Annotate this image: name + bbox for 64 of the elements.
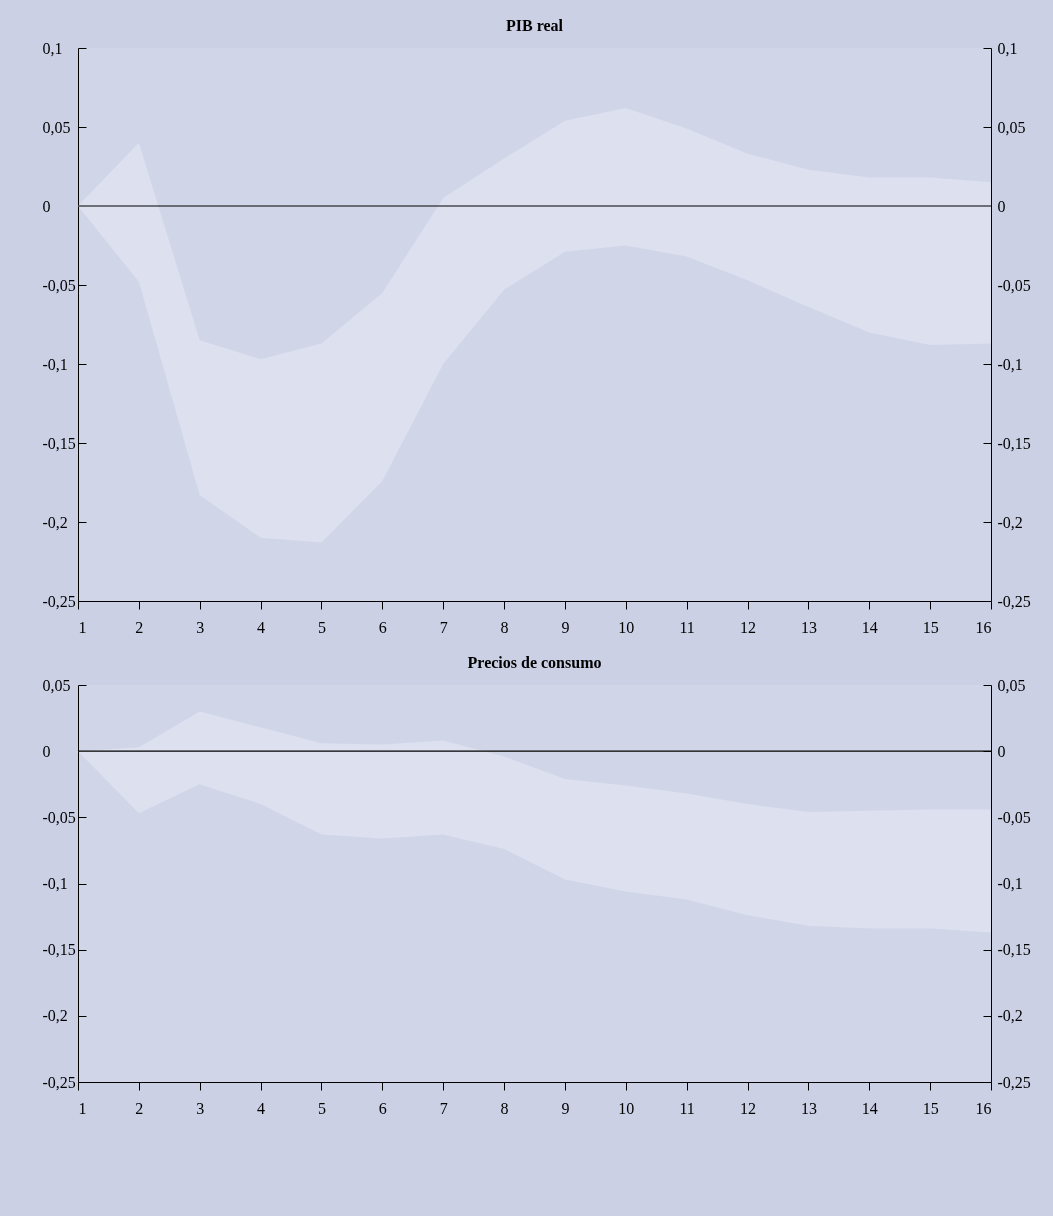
x-tick-label: 9	[561, 1099, 570, 1117]
y-tick-label: -0,2	[42, 1007, 68, 1025]
x-tick-label: 2	[135, 618, 144, 636]
y2-tick-label: -0,15	[997, 941, 1031, 959]
x-tick-label: 4	[257, 1099, 266, 1117]
y2-tick-label: 0,1	[997, 39, 1018, 57]
x-tick-label: 15	[922, 618, 939, 636]
x-tick-label: 9	[561, 618, 570, 636]
x-tick-label: 7	[439, 618, 448, 636]
x-tick-label: 1	[78, 618, 87, 636]
y2-tick-label: 0,05	[997, 118, 1026, 136]
y2-tick-label: -0,1	[997, 355, 1023, 373]
y-tick-label: 0	[42, 742, 51, 760]
x-tick-label: 6	[378, 1099, 387, 1117]
y-tick-label: -0,1	[42, 355, 68, 373]
x-tick-label: 14	[861, 618, 878, 636]
x-tick-label: 16	[975, 1099, 992, 1117]
y-tick-label: -0,15	[42, 434, 76, 452]
x-tick-label: 1	[78, 1099, 87, 1117]
y2-tick-label: 0	[997, 197, 1006, 215]
y2-tick-label: -0,2	[997, 1007, 1023, 1025]
x-tick-label: 10	[618, 618, 635, 636]
x-tick-label: 15	[922, 1099, 939, 1117]
y-tick-label: 0,1	[42, 39, 63, 57]
x-tick-label: 13	[800, 618, 817, 636]
y-tick-label: -0,2	[42, 513, 68, 531]
y-tick-label: -0,25	[42, 1073, 76, 1091]
x-tick-label: 11	[679, 618, 695, 636]
x-tick-label: 12	[740, 618, 757, 636]
y2-tick-label: -0,25	[997, 592, 1031, 610]
y2-tick-label: -0,1	[997, 875, 1023, 892]
x-tick-label: 3	[196, 1099, 205, 1117]
x-tick-label: 13	[800, 1099, 817, 1117]
y-tick-label: -0,05	[42, 276, 76, 294]
x-tick-label: 5	[317, 618, 326, 636]
chart-title: Precios de consumo	[467, 654, 602, 671]
y-tick-label: -0,25	[42, 592, 76, 610]
y2-tick-label: -0,15	[997, 434, 1031, 452]
y-tick-label: -0,1	[42, 875, 68, 892]
x-tick-label: 6	[378, 618, 387, 636]
y2-tick-label: 0,05	[997, 676, 1026, 694]
y2-tick-label: -0,2	[997, 513, 1023, 531]
chart-title: PIB real	[505, 17, 564, 34]
x-tick-label: 3	[196, 618, 205, 636]
x-tick-label: 8	[500, 1099, 509, 1117]
x-tick-label: 12	[740, 1099, 757, 1117]
y-tick-label: 0,05	[42, 676, 71, 694]
y2-tick-label: -0,05	[997, 276, 1031, 294]
x-tick-label: 4	[257, 618, 266, 636]
y-tick-label: -0,15	[42, 941, 76, 959]
y2-tick-label: -0,25	[997, 1073, 1031, 1091]
x-tick-label: 11	[679, 1099, 695, 1117]
x-tick-label: 16	[975, 618, 992, 636]
x-tick-label: 2	[135, 1099, 144, 1117]
y2-tick-label: 0	[997, 742, 1006, 760]
y-tick-label: 0,05	[42, 118, 71, 136]
x-tick-label: 8	[500, 618, 509, 636]
y-tick-label: -0,05	[42, 808, 76, 826]
x-tick-label: 14	[861, 1099, 878, 1117]
y-tick-label: 0	[42, 197, 51, 215]
x-tick-label: 5	[317, 1099, 326, 1117]
x-tick-label: 10	[618, 1099, 635, 1117]
y2-tick-label: -0,05	[997, 808, 1031, 826]
x-tick-label: 7	[439, 1099, 448, 1117]
